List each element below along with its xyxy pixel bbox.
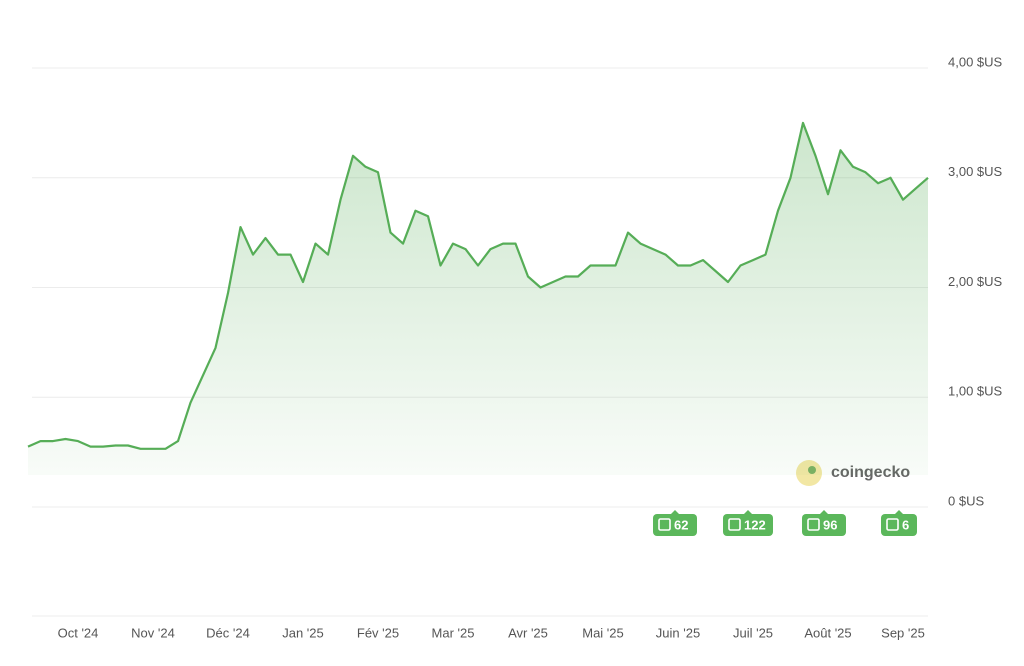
x-tick-label: Oct '24 [58, 625, 99, 640]
price-line [27, 121, 929, 450]
news-badge[interactable]: 62 [653, 510, 697, 536]
y-tick-label: 3,00 $US [948, 164, 1003, 179]
badge-icon [807, 518, 820, 531]
badge-icon [658, 518, 671, 531]
news-badge[interactable]: 96 [802, 510, 846, 536]
area [28, 122, 928, 476]
news-badge[interactable]: 122 [723, 510, 773, 536]
x-tick-label: Fév '25 [357, 625, 399, 640]
badge-count: 122 [744, 517, 766, 532]
x-tick-label: Nov '24 [131, 625, 175, 640]
x-tick-label: Sep '25 [881, 625, 925, 640]
badge-icon [886, 518, 899, 531]
x-tick-label: Jan '25 [282, 625, 324, 640]
badge-count: 6 [902, 517, 909, 532]
y-tick-label: 1,00 $US [948, 384, 1003, 399]
x-tick-label: Mar '25 [432, 625, 475, 640]
y-tick-label: 4,00 $US [948, 54, 1003, 69]
badge-count: 96 [823, 517, 837, 532]
x-tick-label: Juil '25 [733, 625, 773, 640]
y-tick-label: 0 $US [948, 493, 984, 508]
badge-pointer [743, 510, 753, 515]
x-tick-label: Mai '25 [582, 625, 624, 640]
badge-icon [728, 518, 741, 531]
badge-pointer [894, 510, 904, 515]
x-tick-label: Juin '25 [656, 625, 700, 640]
badge-pointer [819, 510, 829, 515]
y-tick-label: 2,00 $US [948, 274, 1003, 289]
x-tick-label: Déc '24 [206, 625, 250, 640]
news-badge[interactable]: 6 [881, 510, 917, 536]
badge-pointer [670, 510, 680, 515]
x-tick-label: Août '25 [804, 625, 851, 640]
badge-count: 62 [674, 517, 688, 532]
x-tick-label: Avr '25 [508, 625, 548, 640]
